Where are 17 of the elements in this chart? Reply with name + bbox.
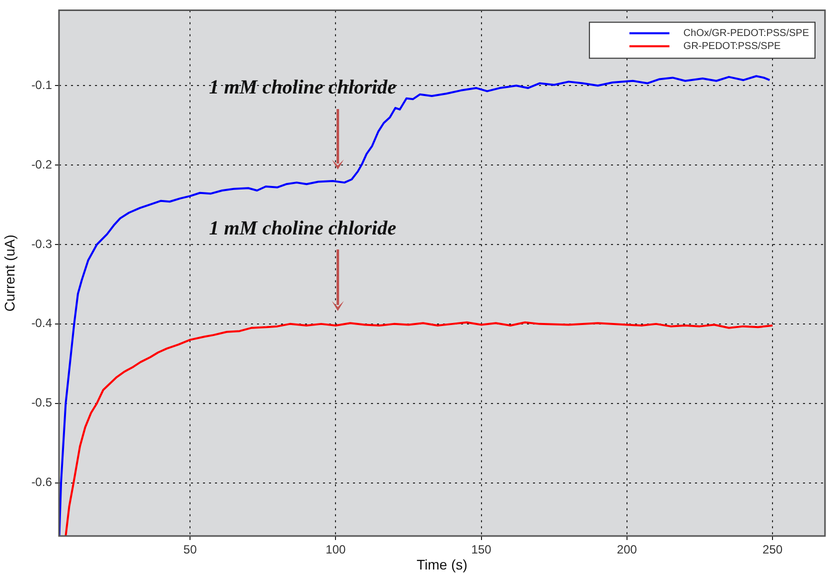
y-tick-label: -0.3 [31, 236, 52, 251]
x-tick-label: 150 [471, 542, 492, 557]
annotation: 1 mM choline chloride [208, 76, 396, 99]
x-tick-label: 250 [762, 542, 783, 557]
y-tick-label: -0.1 [31, 78, 52, 92]
y-tick-label: -0.4 [31, 316, 52, 330]
legend-label: ChOx/GR-PEDOT:PSS/SPE [683, 28, 810, 39]
y-tick-label: -0.2 [31, 157, 52, 172]
x-tick-label: 100 [326, 542, 346, 557]
x-axis-title: Time (s) [416, 556, 468, 572]
legend-label: GR-PEDOT:PSS/SPE [683, 40, 781, 52]
y-axis-title: Current (uA) [1, 234, 18, 312]
annotation: 1 mM choline chloride [208, 218, 396, 240]
y-tick-label: -0.5 [31, 396, 52, 410]
x-tick-label: 50 [183, 542, 198, 557]
x-tick-label: 200 [616, 542, 638, 557]
y-tick-label: -0.6 [31, 475, 52, 490]
